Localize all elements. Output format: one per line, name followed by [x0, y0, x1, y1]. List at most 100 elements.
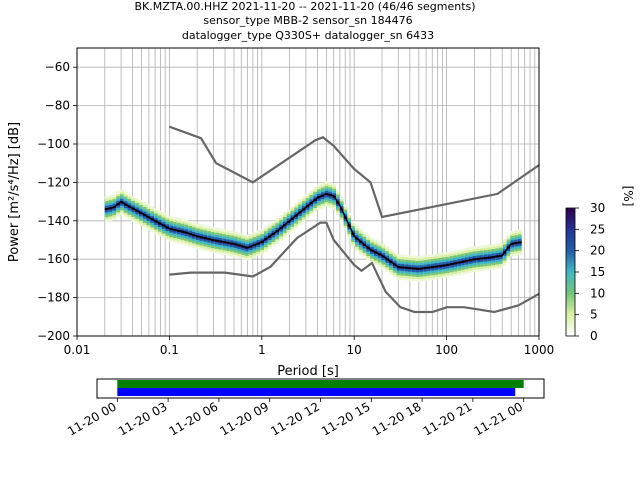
density-cell	[286, 229, 291, 233]
density-cell	[294, 204, 299, 208]
density-cell	[165, 221, 170, 225]
density-cell	[188, 234, 192, 238]
density-cell	[199, 229, 204, 232]
density-cell	[214, 227, 219, 231]
density-cell	[195, 230, 200, 234]
density-cell	[351, 237, 355, 240]
density-cell	[309, 192, 314, 195]
mode-curve	[104, 193, 522, 270]
density-cell	[396, 268, 401, 271]
density-cell	[502, 260, 507, 263]
density-cell	[233, 254, 238, 258]
density-cell	[218, 249, 223, 252]
density-cell	[195, 225, 200, 229]
density-cell	[385, 253, 390, 256]
density-cell	[116, 191, 120, 194]
density-cell	[184, 233, 189, 237]
density-cell	[207, 228, 211, 232]
density-cell	[127, 198, 132, 202]
density-cell	[366, 241, 371, 245]
density-cell	[138, 223, 143, 226]
density-cell	[252, 236, 257, 240]
density-cell	[104, 198, 109, 202]
density-cell	[305, 211, 310, 215]
density-cell	[404, 275, 409, 279]
density-cell	[116, 200, 120, 204]
density-cell	[419, 262, 424, 266]
density-cell	[290, 219, 295, 223]
density-cell	[430, 263, 435, 266]
density-cell	[131, 212, 136, 215]
density-cell	[263, 240, 268, 243]
density-cell	[252, 250, 257, 254]
density-cell	[245, 237, 249, 240]
x-tick-label: 1000	[524, 343, 555, 357]
density-cell	[135, 204, 139, 208]
density-cell	[188, 237, 192, 240]
density-cell	[404, 254, 409, 258]
density-cell	[347, 233, 352, 237]
density-cell	[207, 249, 211, 252]
density-cell	[180, 218, 185, 222]
density-cell	[362, 238, 367, 242]
density-cell	[271, 225, 276, 229]
density-cell	[165, 233, 170, 236]
density-cell	[290, 224, 295, 227]
density-cell	[411, 255, 416, 259]
density-cell	[339, 201, 344, 204]
density-cell	[252, 234, 257, 238]
density-cell	[506, 243, 511, 247]
density-cell	[491, 262, 496, 266]
density-cell	[404, 271, 409, 274]
density-cell	[180, 232, 185, 236]
density-cell	[191, 245, 196, 248]
density-cell	[351, 244, 355, 247]
density-cell	[279, 231, 283, 234]
density-cell	[199, 231, 204, 234]
density-cell	[343, 225, 348, 229]
density-cell	[138, 209, 143, 212]
density-cell	[336, 191, 340, 195]
density-cell	[237, 253, 242, 256]
density-cell	[180, 237, 185, 240]
density-cell	[396, 274, 401, 278]
density-cell	[517, 245, 522, 249]
density-cell	[123, 191, 128, 195]
density-cell	[392, 270, 397, 273]
density-cell	[461, 248, 465, 252]
density-cell	[237, 255, 242, 259]
density-cell	[169, 229, 174, 233]
density-cell	[495, 248, 499, 251]
density-cell	[385, 262, 390, 266]
density-cell	[502, 262, 507, 266]
density-cell	[411, 278, 416, 282]
density-cell	[154, 224, 158, 228]
density-cell	[313, 193, 318, 197]
density-cell	[476, 255, 481, 258]
density-cell	[354, 234, 359, 238]
density-cell	[449, 251, 454, 254]
colorbar: 0 5 10 15 20 25 30 [%]	[565, 186, 635, 343]
density-cell	[480, 247, 484, 251]
density-cell	[150, 213, 155, 216]
density-cell	[324, 185, 329, 189]
density-cell	[241, 242, 246, 246]
density-cell	[332, 190, 337, 194]
density-cell	[468, 268, 473, 271]
density-cell	[241, 233, 246, 237]
density-cell	[366, 253, 371, 257]
density-cell	[442, 268, 446, 272]
density-cell	[487, 267, 492, 271]
density-cell	[116, 193, 120, 197]
density-cell	[483, 254, 488, 257]
density-cell	[377, 257, 382, 261]
density-cell	[480, 259, 484, 263]
density-cell	[184, 235, 189, 239]
density-cell	[195, 241, 200, 245]
density-cell	[366, 248, 371, 252]
density-cell	[328, 191, 333, 195]
density-cell	[214, 234, 219, 238]
density-cell	[506, 241, 511, 245]
density-cell	[135, 202, 139, 206]
density-cell	[271, 239, 276, 242]
